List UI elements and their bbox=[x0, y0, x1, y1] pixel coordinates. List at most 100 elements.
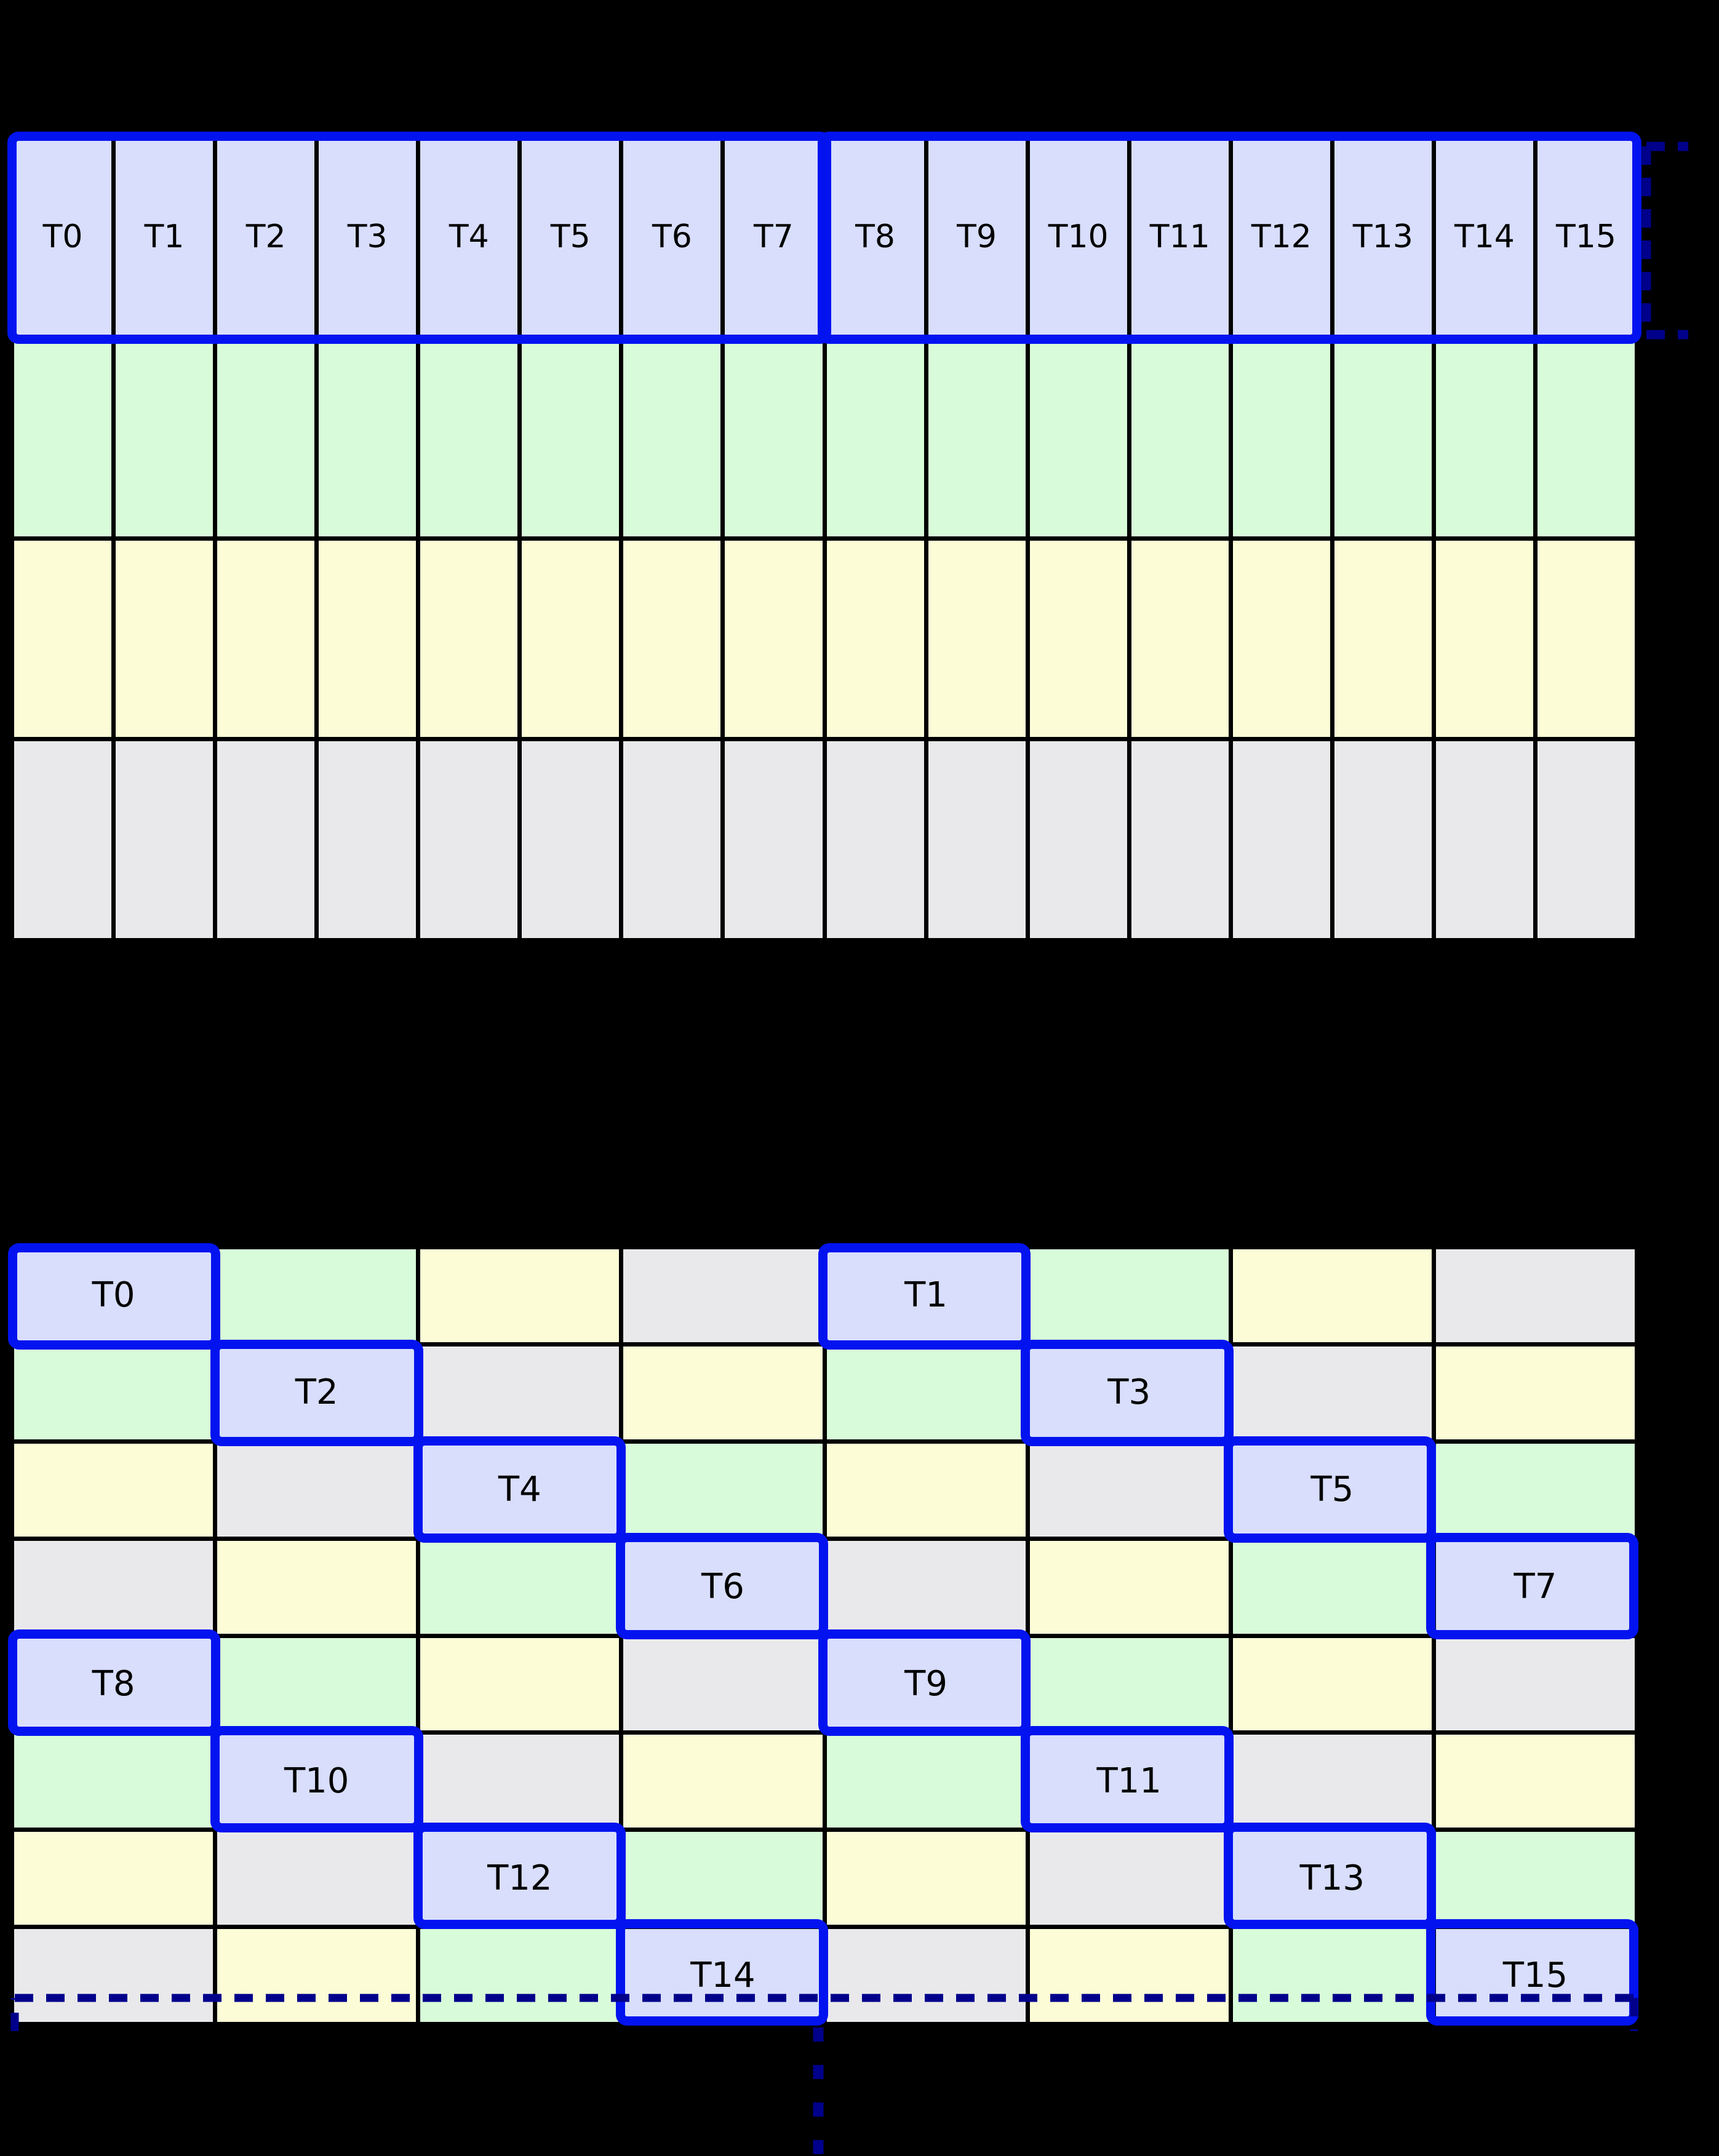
bank-cell bbox=[1232, 339, 1330, 536]
warp-thread-cell: T7 bbox=[725, 138, 823, 335]
bank-cell bbox=[826, 741, 924, 938]
swizzled-thread-cell: T11 bbox=[1029, 1735, 1229, 1828]
warp-thread-cell: T10 bbox=[1029, 138, 1127, 335]
bank-cell bbox=[826, 1929, 1026, 2022]
swizzled-thread-cell: T12 bbox=[420, 1832, 620, 1925]
warp-thread-cell: T6 bbox=[623, 138, 721, 335]
bank-cell bbox=[1232, 1637, 1432, 1731]
warp-thread-cell: T12 bbox=[1232, 138, 1330, 335]
bank-cell bbox=[1232, 1735, 1432, 1828]
bank-cell bbox=[826, 1346, 1026, 1439]
bank-cell bbox=[217, 1832, 417, 1925]
bank-cell bbox=[826, 339, 924, 536]
swizzled-thread-cell: T2 bbox=[217, 1346, 417, 1439]
bank-cell bbox=[217, 540, 315, 738]
bank-cell bbox=[725, 339, 823, 536]
bank-cell bbox=[1334, 540, 1432, 738]
bank-cell bbox=[217, 1249, 417, 1342]
bank-cell bbox=[319, 339, 417, 536]
bank-cell bbox=[217, 741, 315, 938]
bank-cell bbox=[14, 1346, 213, 1439]
bank-cell bbox=[319, 540, 417, 738]
warp-thread-cell: T3 bbox=[319, 138, 417, 335]
bank-cell bbox=[116, 741, 213, 938]
memory-span-bracket-icon bbox=[10, 1994, 1638, 2031]
bank-cell bbox=[420, 339, 518, 536]
bank-cell bbox=[623, 1832, 823, 1925]
bank-cell bbox=[217, 1637, 417, 1731]
bank-cell bbox=[1029, 1540, 1229, 1634]
bank-cell bbox=[14, 339, 112, 536]
swizzled-thread-cell: T13 bbox=[1232, 1832, 1432, 1925]
swizzled-thread-cell: T3 bbox=[1029, 1346, 1229, 1439]
warp-thread-cell: T5 bbox=[522, 138, 620, 335]
bank-cell bbox=[1435, 540, 1533, 738]
bank-cell bbox=[116, 339, 213, 536]
bank-cell bbox=[1435, 1735, 1635, 1828]
swizzled-thread-cell: T15 bbox=[1435, 1929, 1635, 2022]
warp-thread-cell: T15 bbox=[1537, 138, 1635, 335]
bank-cell bbox=[14, 1443, 213, 1537]
bank-cell bbox=[1029, 1637, 1229, 1731]
bank-cell bbox=[14, 741, 112, 938]
bank-cell bbox=[1334, 339, 1432, 536]
warp-thread-cell: T13 bbox=[1334, 138, 1432, 335]
bank-cell bbox=[1435, 339, 1533, 536]
bank-cell bbox=[826, 540, 924, 738]
bank-cell bbox=[826, 1832, 1026, 1925]
bank-cell bbox=[1435, 741, 1533, 938]
bank-cell bbox=[420, 1735, 620, 1828]
bank-cell bbox=[420, 540, 518, 738]
bank-cell bbox=[217, 1929, 417, 2022]
warp-thread-cell: T1 bbox=[116, 138, 213, 335]
swizzled-bank-grid: T0 T1 T2 T3 T4 T5 T6 T7 T8 T9 T10 T11 T12 T13 T14 T15 bbox=[8, 1243, 1639, 2026]
bank-cell bbox=[522, 540, 620, 738]
swizzled-thread-cell: T4 bbox=[420, 1443, 620, 1537]
bank-cell bbox=[725, 741, 823, 938]
bank-cell bbox=[319, 741, 417, 938]
swizzled-thread-cell: T10 bbox=[217, 1735, 417, 1828]
bank-cell bbox=[623, 1443, 823, 1537]
bank-cell bbox=[1029, 540, 1127, 738]
bank-cell bbox=[420, 741, 518, 938]
bank-cell bbox=[928, 741, 1026, 938]
swizzled-thread-cell: T7 bbox=[1435, 1540, 1635, 1634]
bank-cell bbox=[1435, 1637, 1635, 1731]
bank-cell bbox=[14, 540, 112, 738]
bank-cell bbox=[623, 1637, 823, 1731]
bank-cell bbox=[1537, 339, 1635, 536]
bank-cell bbox=[1029, 741, 1127, 938]
bank-cell bbox=[1232, 1249, 1432, 1342]
swizzled-thread-cell: T9 bbox=[826, 1637, 1026, 1731]
bank-cell bbox=[1435, 1832, 1635, 1925]
warp-thread-cell: T2 bbox=[217, 138, 315, 335]
bank-cell bbox=[1131, 339, 1229, 536]
bank-cell bbox=[623, 1249, 823, 1342]
bank-cell bbox=[826, 1443, 1026, 1537]
bank-cell bbox=[1131, 741, 1229, 938]
swizzled-thread-cell: T6 bbox=[623, 1540, 823, 1634]
bank-cell bbox=[217, 1540, 417, 1634]
swizzled-thread-cell: T0 bbox=[14, 1249, 213, 1342]
bank-cell bbox=[217, 339, 315, 536]
bank-cell bbox=[14, 1832, 213, 1925]
swizzled-thread-cell: T14 bbox=[623, 1929, 823, 2022]
bank-cell bbox=[826, 1540, 1026, 1634]
bank-cell bbox=[420, 1249, 620, 1342]
bank-cell bbox=[1029, 339, 1127, 536]
bank-cell bbox=[1232, 1929, 1432, 2022]
bank-cell bbox=[1232, 741, 1330, 938]
warp-threads-grid: T0 T1 T2 T3 T4 T5 T6 T7 T8 T9 T10 T11 T12 T13 T14 T15 bbox=[7, 132, 1641, 942]
bank-cell bbox=[1131, 540, 1229, 738]
warp-row-bracket-icon bbox=[1641, 141, 1688, 340]
bank-cell bbox=[1029, 1443, 1229, 1537]
bank-cell bbox=[623, 540, 721, 738]
bank-cell bbox=[1029, 1832, 1229, 1925]
continuation-dots-icon bbox=[813, 2027, 824, 2156]
bank-cell bbox=[522, 339, 620, 536]
swizzled-thread-cell: T5 bbox=[1232, 1443, 1432, 1537]
bank-cell bbox=[420, 1637, 620, 1731]
warp-thread-cell: T14 bbox=[1435, 138, 1533, 335]
bank-cell bbox=[1435, 1443, 1635, 1537]
